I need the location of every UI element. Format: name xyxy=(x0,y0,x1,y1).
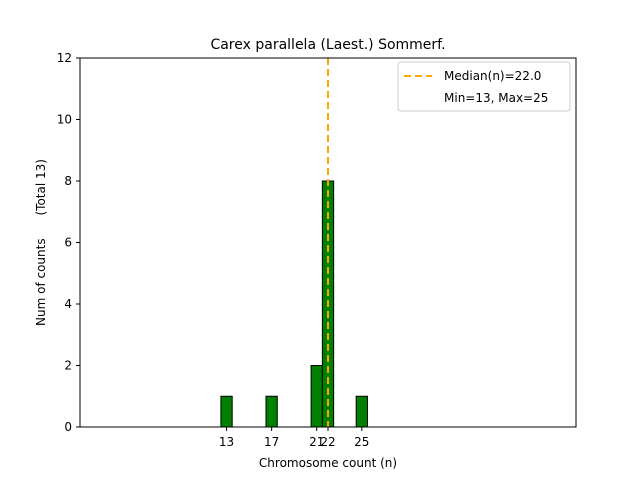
y-axis-label: Num of counts (Total 13) xyxy=(34,159,48,326)
legend-entry-median: Median(n)=22.0 xyxy=(444,69,541,83)
chart-title: Carex parallela (Laest.) Sommerf. xyxy=(210,37,445,53)
x-tick-label: 21 xyxy=(309,435,324,449)
y-tick-label: 6 xyxy=(64,236,72,250)
y-ticks-group: 0 2 4 6 8 10 12 xyxy=(57,51,80,434)
x-tick-label: 13 xyxy=(219,435,234,449)
y-tick-label: 2 xyxy=(64,359,72,373)
bar-n-25 xyxy=(355,395,368,428)
legend-entry-min-max: Min=13, Max=25 xyxy=(444,91,548,105)
legend: Median(n)=22.0 Min=13, Max=25 xyxy=(397,61,571,112)
y-tick-label: 8 xyxy=(64,174,72,188)
y-tick-label: 4 xyxy=(64,297,72,311)
bar-n-21 xyxy=(310,365,323,428)
x-tick-label: 22 xyxy=(320,435,335,449)
x-axis-label: Chromosome count (n) xyxy=(259,456,397,470)
legend-box xyxy=(397,61,571,112)
x-tick-label: 17 xyxy=(264,435,279,449)
bar-n-13 xyxy=(220,395,233,428)
x-tick-label: 25 xyxy=(354,435,369,449)
plot-frame xyxy=(79,57,577,428)
y-tick-label: 10 xyxy=(57,113,72,127)
y-tick-label: 0 xyxy=(64,420,72,434)
y-tick-label: 12 xyxy=(57,51,72,65)
bar-n-17 xyxy=(265,395,278,428)
